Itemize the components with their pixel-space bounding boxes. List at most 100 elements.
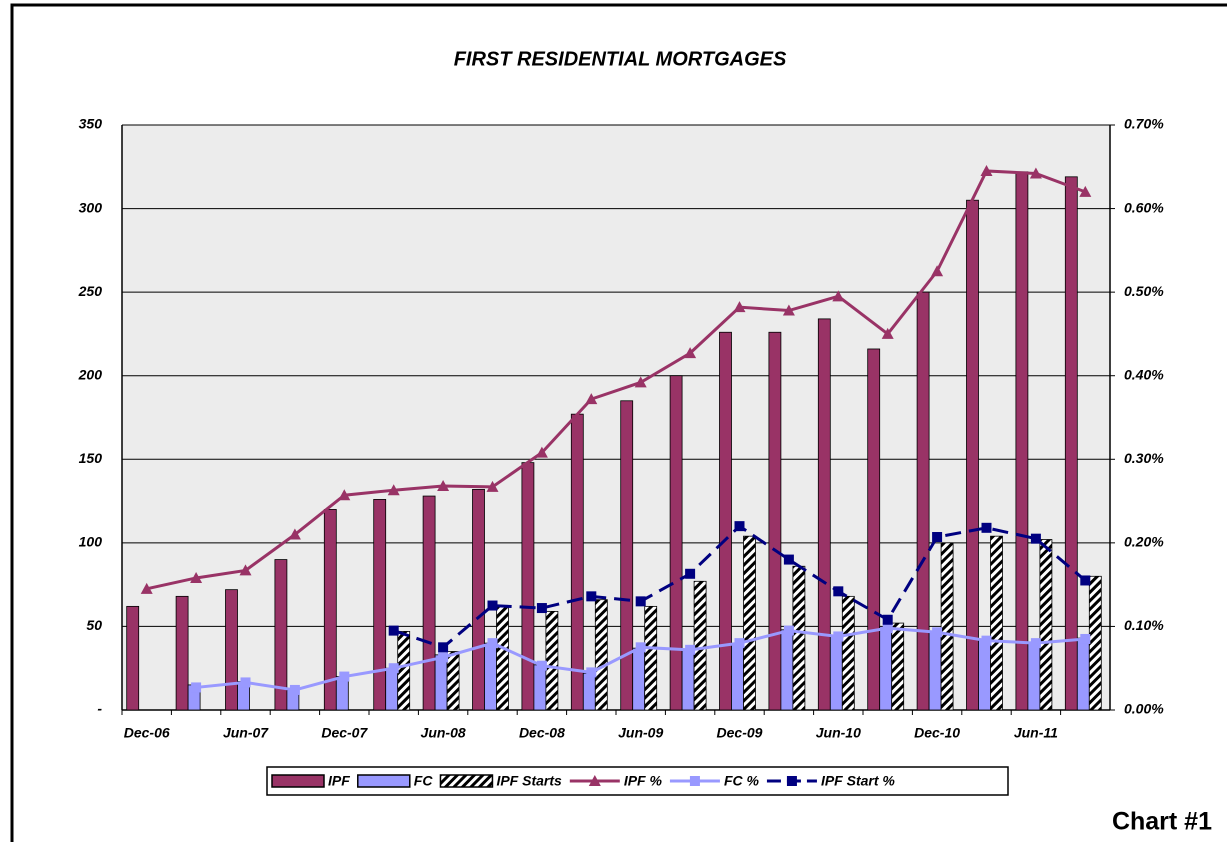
bar: [274, 559, 288, 711]
bar: [496, 605, 509, 711]
plot-area: [122, 125, 1110, 710]
bar: [792, 565, 806, 711]
marker: [932, 532, 943, 543]
bar: [719, 331, 732, 711]
y-tick-label: 100: [79, 534, 103, 550]
bar: [1088, 575, 1102, 711]
x-tick-label: Jun-08: [421, 725, 466, 741]
legend-marker: [689, 776, 700, 786]
y2-tick-label: 0.30%: [1124, 450, 1164, 466]
marker: [783, 554, 794, 565]
legend-label: IPF %: [624, 773, 663, 789]
bar: [521, 462, 535, 711]
bar: [879, 626, 893, 711]
marker: [535, 446, 548, 458]
marker: [882, 614, 893, 625]
marker: [289, 684, 300, 695]
legend-label: IPF Starts: [496, 773, 562, 789]
marker: [882, 623, 893, 634]
bar: [978, 639, 991, 711]
bar: [1015, 171, 1029, 711]
x-tick-label: Dec-07: [321, 725, 368, 741]
y2-tick-label: 0.10%: [1124, 617, 1164, 633]
bar: [225, 589, 238, 711]
bar: [446, 651, 460, 711]
bar: [891, 622, 905, 711]
marker: [685, 568, 696, 579]
bar: [632, 647, 646, 711]
bar: [582, 672, 596, 711]
marker: [832, 290, 845, 302]
y-tick-label: 300: [79, 199, 103, 215]
legend-swatch: [271, 774, 325, 788]
legend-swatch: [439, 774, 494, 788]
marker: [140, 582, 153, 594]
legend-swatch: [357, 774, 411, 788]
marker: [881, 327, 894, 339]
marker: [783, 625, 794, 636]
marker: [980, 164, 993, 176]
bar: [545, 610, 559, 711]
legend-label: FC: [414, 773, 434, 789]
bar: [385, 667, 399, 711]
marker: [487, 600, 498, 611]
bar: [644, 605, 658, 711]
bar: [472, 488, 485, 711]
bar: [1076, 637, 1090, 711]
marker: [981, 522, 992, 533]
bar: [570, 413, 584, 711]
y-tick-label: 200: [78, 366, 103, 382]
marker: [191, 682, 202, 693]
y2-tick-label: 0.60%: [1124, 199, 1164, 215]
plot: - 50 100 150 200 250 300 350 0.00% 0.10% 0.20% 0.30…: [78, 116, 1165, 741]
marker: [685, 644, 696, 655]
y-tick-label: 250: [78, 283, 103, 299]
marker: [634, 376, 647, 388]
marker: [190, 571, 203, 583]
marker: [338, 489, 351, 501]
bar: [829, 636, 843, 711]
bar: [373, 498, 387, 711]
marker: [438, 642, 449, 653]
marker: [288, 528, 301, 540]
bar: [1039, 539, 1053, 711]
marker: [388, 625, 399, 636]
legend-label: IPF Start %: [821, 773, 895, 789]
x-tick-label: Dec-06: [124, 725, 170, 741]
y2-tick-label: 0.20%: [1124, 534, 1164, 550]
marker: [438, 652, 449, 663]
bar: [594, 599, 608, 711]
bar: [940, 542, 954, 711]
marker: [339, 671, 350, 682]
legend-label: IPF: [328, 773, 350, 789]
y-tick-label: 50: [86, 617, 102, 633]
legend-label: FC %: [724, 773, 760, 789]
chart-label: Chart #1: [1112, 808, 1212, 836]
marker: [240, 677, 251, 688]
marker: [586, 667, 597, 678]
marker: [931, 265, 944, 277]
marker: [487, 638, 498, 649]
bar: [867, 348, 881, 711]
bar: [743, 535, 756, 711]
bar: [620, 400, 634, 711]
marker: [1030, 638, 1041, 649]
y2-tick-label: 0.40%: [1124, 366, 1164, 382]
bar: [323, 509, 337, 711]
marker: [1080, 575, 1091, 586]
bar: [533, 664, 547, 711]
bar: [928, 631, 942, 711]
marker: [833, 586, 844, 597]
chart-title: FIRST RESIDENTIAL MORTGAGES: [454, 48, 787, 70]
x-tick-label: Jun-10: [816, 725, 861, 741]
marker: [635, 596, 646, 607]
marker: [684, 347, 697, 359]
legend-marker: [588, 775, 601, 786]
marker: [486, 480, 499, 492]
bar: [484, 642, 497, 711]
bar: [966, 199, 979, 711]
x-tick-label: Jun-11: [1014, 725, 1058, 741]
bar: [681, 649, 695, 711]
bar: [780, 629, 794, 711]
marker: [239, 564, 252, 576]
